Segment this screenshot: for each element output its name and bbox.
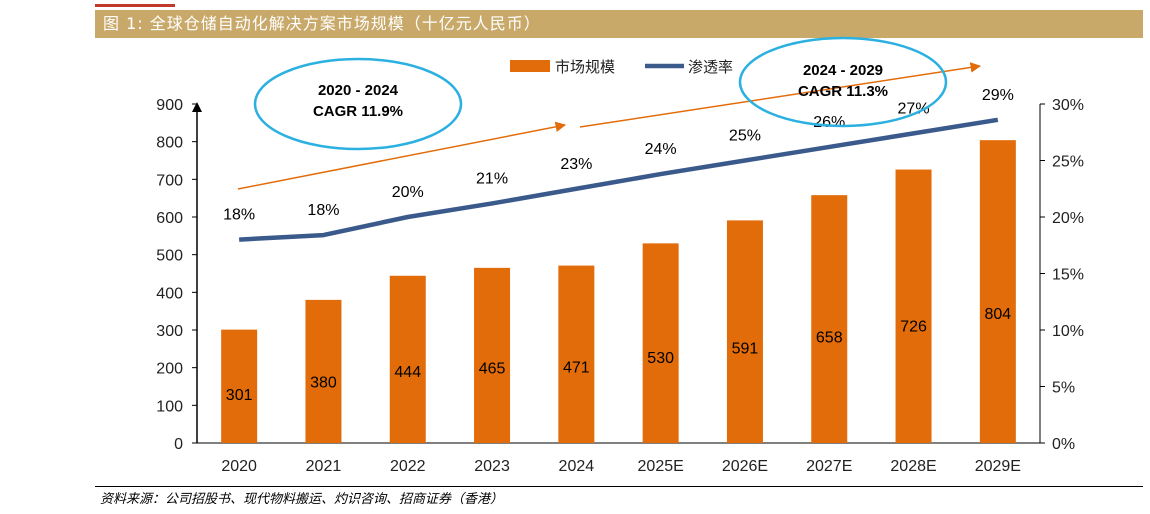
penetration-label: 21% — [476, 170, 508, 187]
right-tick-label: 25% — [1052, 154, 1084, 171]
bar-series: 301 380 444 465 471 530 591 658 726 804 — [221, 140, 1016, 444]
legend-bar-swatch — [510, 60, 550, 72]
x-tick-label: 2023 — [474, 458, 510, 475]
penetration-label: 23% — [560, 156, 592, 173]
left-tick-label: 600 — [156, 210, 183, 227]
cagr-period-2020-2024: 2020 - 2024 — [318, 82, 399, 99]
cagr-arrow-2020-2024 — [237, 121, 567, 190]
top-accent-rule — [95, 4, 175, 7]
left-tick-label: 300 — [156, 323, 183, 340]
right-tick-label: 5% — [1052, 380, 1075, 397]
bar-2029E — [979, 140, 1016, 443]
left-tick-label: 500 — [156, 248, 183, 265]
bar-value-label: 465 — [479, 361, 506, 378]
legend-line-label: 渗透率 — [688, 58, 733, 76]
x-tick-label: 2029E — [975, 458, 1021, 475]
x-tick-label: 2026E — [722, 458, 768, 475]
cagr-value-2020-2024: CAGR 11.9% — [313, 103, 403, 120]
left-tick-label: 900 — [156, 97, 183, 114]
bar-2025E — [642, 243, 679, 443]
right-axis-ticks: 0% 5% 10% 15% 20% 25% 30% — [1040, 97, 1084, 453]
cagr-arrow-2024-2029 — [579, 62, 982, 128]
right-tick-label: 0% — [1052, 436, 1075, 453]
bar-2023 — [474, 267, 511, 443]
penetration-label: 18% — [307, 202, 339, 219]
left-tick-label: 800 — [156, 135, 183, 152]
bar-2027E — [811, 195, 848, 443]
penetration-label: 29% — [982, 87, 1014, 104]
right-tick-label: 30% — [1052, 97, 1084, 114]
cagr-period-2024-2029: 2024 - 2029 — [803, 62, 883, 79]
legend-bar-label: 市场规模 — [555, 58, 615, 76]
penetration-label: 27% — [898, 100, 930, 117]
bar-value-label: 530 — [647, 350, 674, 367]
left-axis-arrow — [192, 102, 202, 112]
cagr-value-2024-2029: CAGR 11.3% — [798, 83, 888, 100]
bar-2020 — [221, 329, 258, 443]
bar-2022 — [389, 275, 426, 443]
cagr-ellipse-2024-2029 — [738, 36, 948, 128]
penetration-label: 25% — [729, 128, 761, 145]
bar-2021 — [305, 299, 342, 443]
penetration-label: 20% — [392, 184, 424, 201]
footer-rule — [95, 486, 1143, 487]
x-tick-label: 2020 — [221, 458, 257, 475]
x-tick-label: 2025E — [638, 458, 684, 475]
bar-2026E — [726, 220, 763, 443]
penetration-label: 24% — [645, 141, 677, 158]
left-tick-label: 200 — [156, 361, 183, 378]
bar-value-label: 658 — [816, 329, 843, 346]
bar-value-label: 380 — [310, 374, 337, 391]
bar-value-label: 804 — [984, 306, 1011, 323]
x-tick-label: 2028E — [890, 458, 936, 475]
left-axis-ticks: 0 100 200 300 400 500 600 700 800 900 — [156, 97, 197, 453]
x-tick-label: 2021 — [306, 458, 342, 475]
bar-value-label: 471 — [563, 360, 590, 377]
bar-value-label: 301 — [226, 387, 253, 404]
penetration-label: 26% — [813, 114, 845, 131]
bar-2024 — [558, 265, 595, 443]
penetration-label: 18% — [223, 207, 255, 224]
left-tick-label: 100 — [156, 398, 183, 415]
x-tick-label: 2024 — [559, 458, 595, 475]
bar-value-label: 444 — [394, 364, 421, 381]
bar-2028E — [895, 169, 932, 444]
left-tick-label: 400 — [156, 285, 183, 302]
x-tick-label: 2027E — [806, 458, 852, 475]
right-tick-label: 10% — [1052, 323, 1084, 340]
right-tick-label: 20% — [1052, 210, 1084, 227]
left-tick-label: 0 — [174, 436, 183, 453]
cagr-ellipse-2020-2024 — [253, 57, 463, 151]
penetration-rate-line — [239, 117, 999, 242]
source-note: 资料来源：公司招股书、现代物料搬运、灼识咨询、招商证券（香港） — [100, 492, 504, 507]
left-tick-label: 700 — [156, 172, 183, 189]
bar-value-label: 726 — [900, 318, 927, 335]
x-axis-labels: 2020 2021 2022 2023 2024 2025E 2026E 2027E 2028E… — [221, 458, 1021, 475]
figure-title: 图 1: 全球仓储自动化解决方案市场规模（十亿元人民币） — [95, 10, 1143, 38]
penetration-rate-labels: 18% 18% 20% 21% 23% 24% 25% 26% 27% 29% — [223, 87, 1014, 224]
x-tick-label: 2022 — [390, 458, 426, 475]
bar-value-label: 591 — [732, 340, 759, 357]
right-tick-label: 15% — [1052, 267, 1084, 284]
